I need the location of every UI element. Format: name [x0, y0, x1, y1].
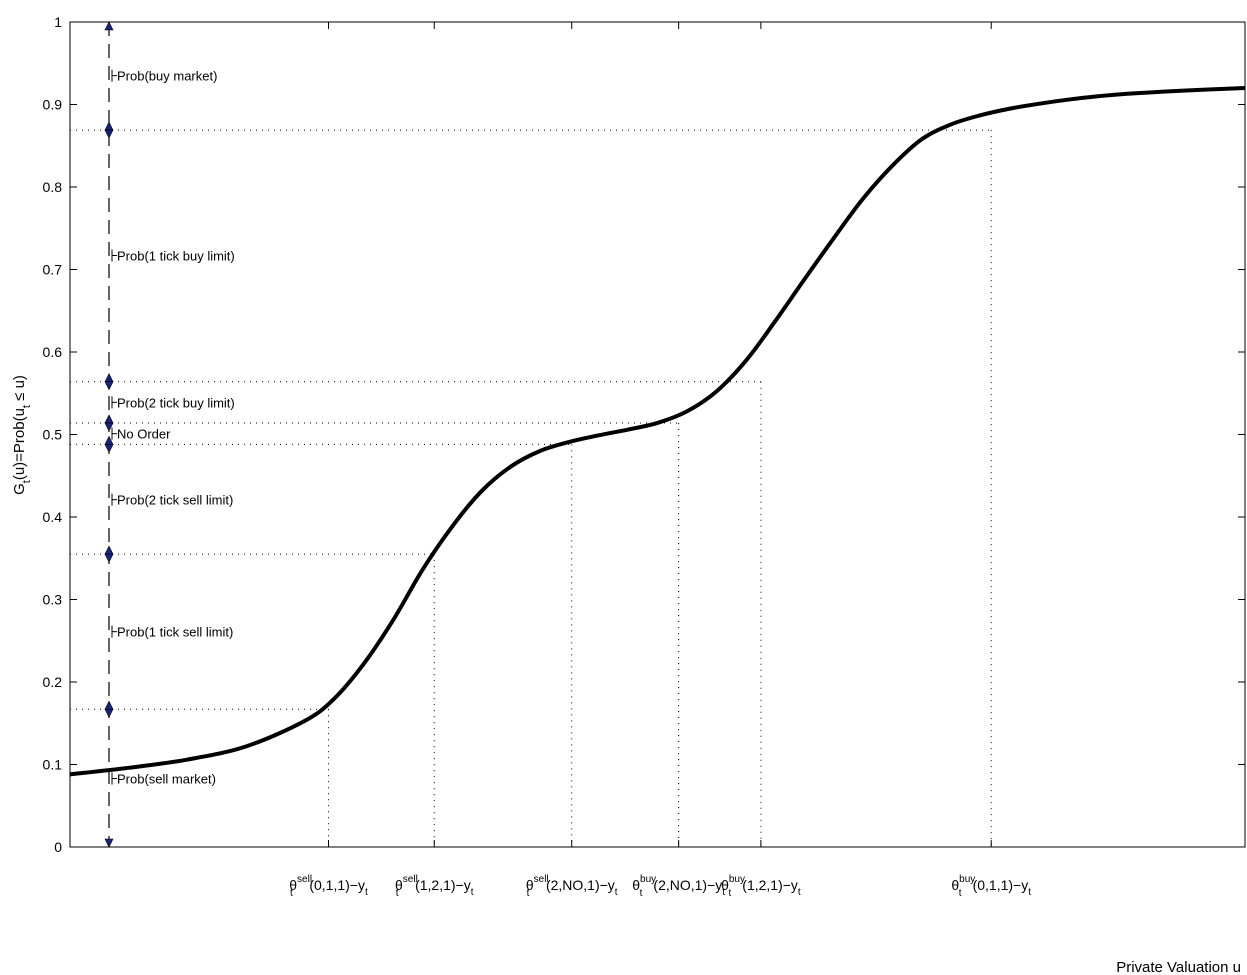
y-tick-label: 0.2 — [43, 674, 63, 690]
y-tick-label: 0.3 — [43, 592, 63, 608]
y-tick-label: 0.7 — [43, 262, 63, 278]
y-axis-label: Gt(u)=Prob(ut ≤ u) — [11, 375, 33, 495]
marker-triangle — [104, 381, 114, 391]
y-tick-label: 0.4 — [43, 509, 63, 525]
y-tick-label: 0.6 — [43, 344, 63, 360]
marker-triangle — [104, 545, 114, 555]
annotation-label: Prob(2 tick sell limit) — [117, 493, 233, 508]
threshold-label: θsell t(2,NO,1)−yt — [526, 874, 618, 899]
y-tick-label: 0.9 — [43, 97, 63, 113]
annotation-label: No Order — [117, 427, 171, 442]
threshold-label: θsell t(0,1,1)−yt — [289, 874, 368, 899]
marker-triangle — [104, 444, 114, 454]
x-axis-label: Private Valuation u — [1116, 959, 1241, 975]
cdf-curve — [69, 86, 1246, 777]
marker-triangle — [104, 422, 114, 432]
threshold-labels: θsell t(0,1,1)−yt θsell t(1,2,1)−yt θsell t(2… — [289, 874, 1031, 899]
annotation-label: Prob(1 tick buy limit) — [117, 248, 235, 263]
marker-triangle — [104, 708, 114, 718]
threshold-label: θsell t(1,2,1)−yt — [395, 874, 474, 899]
threshold-label: θbuy t(2,NO,1)−yt — [632, 874, 725, 899]
y-tick-label: 0.8 — [43, 179, 63, 195]
y-tick-label: 0 — [54, 839, 62, 855]
annotation-label: Prob(2 tick buy limit) — [117, 395, 235, 410]
threshold-guide-lines — [70, 129, 992, 847]
y-tick-label: 0.5 — [43, 427, 63, 443]
threshold-label: θbuy t(0,1,1)−yt — [951, 874, 1031, 899]
y-tick-label: 1 — [54, 14, 62, 30]
threshold-label: θbuy t(1,2,1)−yt — [721, 874, 801, 899]
y-axis-ticks: 0 0.1 0.2 0.3 0.4 0.5 0.6 0.7 0.8 0.9 1 — [43, 14, 1245, 855]
marker-triangle — [104, 373, 114, 383]
marker-triangle — [104, 21, 114, 31]
marker-triangle — [104, 838, 114, 848]
probability-markers — [104, 21, 114, 848]
annotation-label: Prob(buy market) — [117, 69, 217, 84]
x-axis-ticks — [328, 22, 992, 847]
marker-triangle — [104, 553, 114, 563]
annotation-label: Prob(1 tick sell limit) — [117, 625, 233, 640]
probability-annotations: Prob(buy market) Prob(1 tick buy limit) Pr… — [111, 69, 235, 787]
annotation-label: Prob(sell market) — [117, 772, 216, 787]
plot-frame — [69, 21, 1246, 848]
marker-triangle — [104, 414, 114, 424]
marker-triangle — [104, 700, 114, 710]
marker-triangle — [104, 129, 114, 139]
y-tick-label: 0.1 — [43, 757, 63, 773]
marker-triangle — [104, 121, 114, 131]
